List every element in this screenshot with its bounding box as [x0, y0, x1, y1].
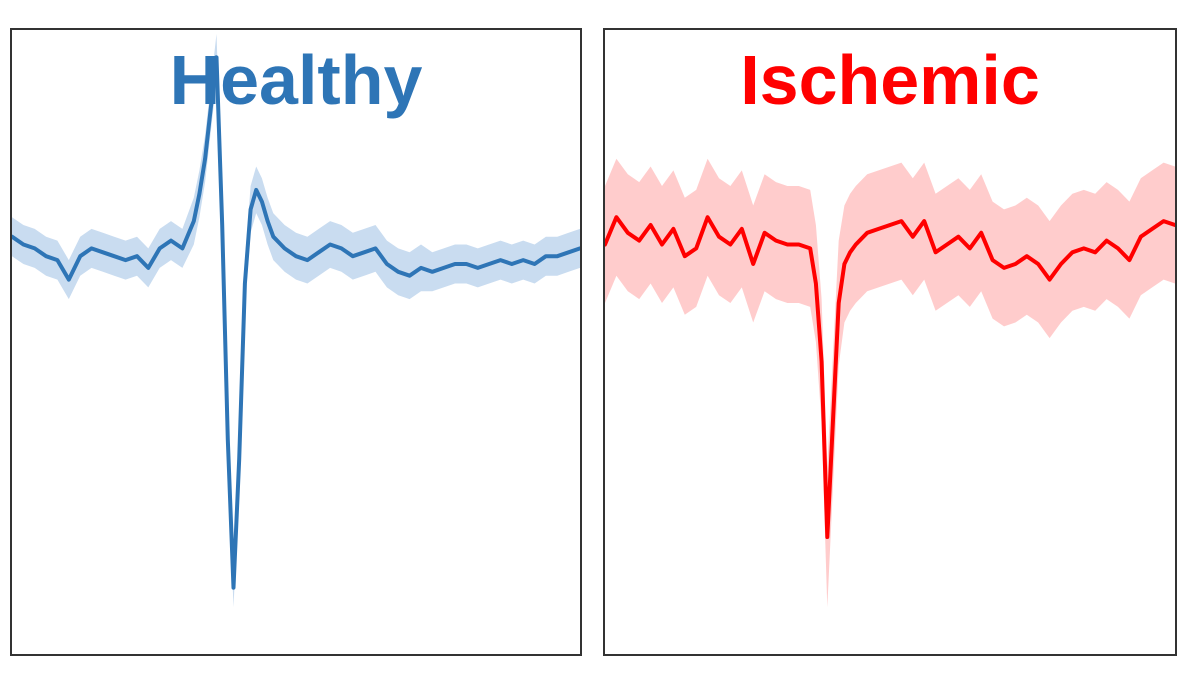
- ischemic-chart: [605, 158, 1175, 608]
- healthy-panel: Healthy: [10, 28, 582, 656]
- healthy-chart: [12, 33, 580, 608]
- series-line-1-0: [605, 215, 1175, 539]
- healthy-title: Healthy: [169, 41, 423, 119]
- series-line-0-0: [12, 55, 580, 590]
- ischemic-title: Ischemic: [740, 41, 1040, 119]
- confidence-band-1-0: [605, 158, 1175, 608]
- ischemic-panel: Ischemic: [603, 28, 1177, 656]
